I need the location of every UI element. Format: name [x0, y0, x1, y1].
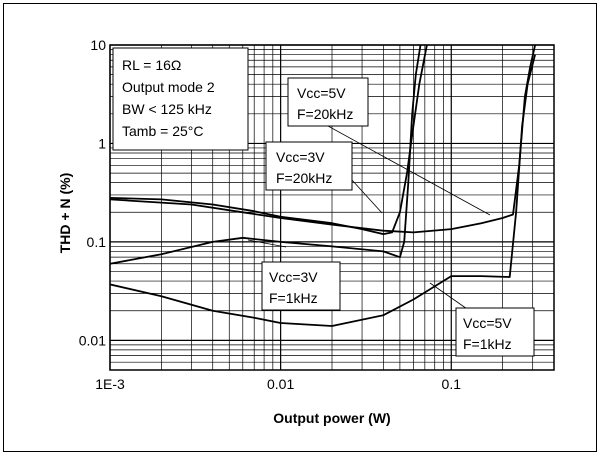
label-5v-20khz-line1: Vcc=5V — [297, 85, 346, 101]
series-line-4 — [110, 54, 536, 327]
pointer-3v-1khz — [247, 239, 287, 248]
data-curves — [110, 45, 536, 327]
condition-load: RL = 16Ω — [122, 57, 181, 73]
x-axis-title: Output power (W) — [273, 410, 390, 426]
label-3v-1khz-line1: Vcc=3V — [269, 269, 318, 285]
label-3v-20khz-line1: Vcc=3V — [276, 149, 325, 165]
curve-labels: Vcc=5V F=20kHz Vcc=3V F=20kHz Vcc=3V F=1… — [247, 77, 535, 357]
y-tick-label: 0.1 — [87, 234, 107, 250]
conditions-box: RL = 16Ω Output mode 2 BW < 125 kHz Tamb… — [112, 47, 249, 151]
condition-mode: Output mode 2 — [122, 79, 215, 95]
label-5v-1khz-line1: Vcc=5V — [463, 315, 512, 331]
label-3v-20khz-line2: F=20kHz — [276, 170, 332, 186]
y-tick-label: 10 — [90, 37, 106, 53]
pointer-3v-20khz — [351, 179, 383, 214]
tick-labels: 1E-3 0.01 0.1 10 1 0.1 0.01 — [79, 37, 461, 392]
condition-bandwidth: BW < 125 kHz — [122, 101, 212, 117]
x-tick-label: 0.01 — [267, 376, 294, 392]
x-tick-label: 1E-3 — [95, 376, 125, 392]
y-tick-label: 1 — [98, 135, 106, 151]
pointer-5v-20khz — [327, 125, 491, 216]
x-tick-label: 0.1 — [442, 376, 462, 392]
label-3v-1khz-line2: F=1kHz — [269, 290, 318, 306]
y-axis-title: THD + N (%) — [57, 173, 73, 254]
series-line-3 — [110, 45, 422, 265]
label-5v-20khz-line2: F=20kHz — [297, 106, 353, 122]
series-line-1 — [110, 45, 428, 235]
condition-temperature: Tamb = 25°C — [122, 123, 203, 139]
plot-border — [109, 44, 555, 371]
label-5v-1khz-line2: F=1kHz — [463, 336, 512, 352]
y-tick-label: 0.01 — [79, 332, 106, 348]
